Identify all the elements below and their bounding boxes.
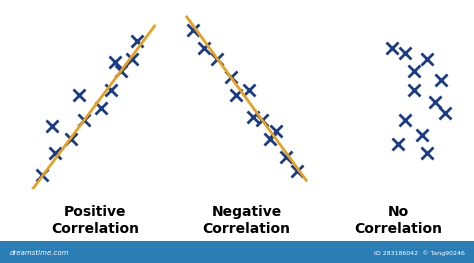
Text: Negative
Correlation: Negative Correlation — [202, 205, 291, 236]
Text: dreamstime.com: dreamstime.com — [9, 250, 69, 256]
Text: ID 283186042  © Tang90246: ID 283186042 © Tang90246 — [374, 250, 465, 256]
Text: No
Correlation: No Correlation — [354, 205, 442, 236]
Text: Positive
Correlation: Positive Correlation — [51, 205, 139, 236]
